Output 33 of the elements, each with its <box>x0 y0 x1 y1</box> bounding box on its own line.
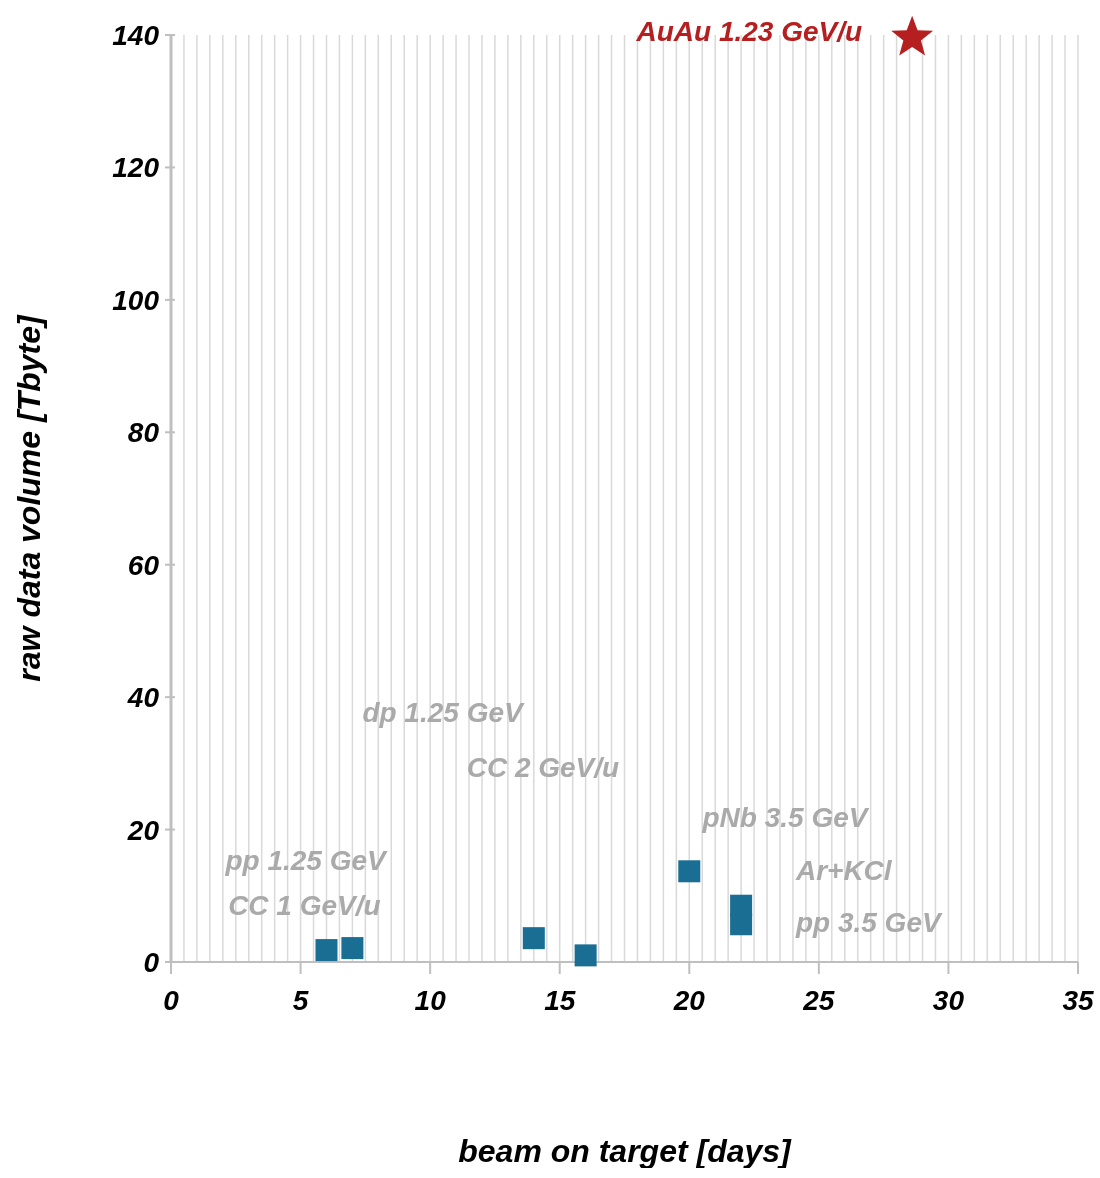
annotation: Ar+KCl <box>794 855 893 887</box>
y-tick-label: 120 <box>112 152 160 184</box>
annotation: CC 2 GeV/u <box>466 752 620 784</box>
point <box>678 860 701 883</box>
point <box>891 15 934 56</box>
x-axis-title: beam on target [days] <box>458 1133 793 1169</box>
x-tick-label: 35 <box>1062 985 1094 1016</box>
y-tick-label: 100 <box>112 284 160 316</box>
y-tick-label: 40 <box>126 682 160 714</box>
y-axis-title: raw data volume [Tbyte] <box>11 314 48 682</box>
annotation: pp 3.5 GeV <box>794 907 943 939</box>
point <box>730 913 753 936</box>
annotation: pp 1.25 GeV <box>224 845 389 877</box>
series-label: AuAu 1.23 GeV/u <box>635 15 863 47</box>
x-tick-label: 25 <box>802 985 835 1016</box>
point <box>315 939 338 962</box>
y-tick-label: 60 <box>127 549 160 581</box>
y-tick-label: 140 <box>112 20 160 51</box>
x-tick-label: 0 <box>163 985 180 1016</box>
annotation: pNb 3.5 GeV <box>701 802 870 834</box>
x-tick-label: 5 <box>292 985 309 1016</box>
point <box>574 944 597 967</box>
annotation: dp 1.25 GeV <box>362 696 525 728</box>
point <box>522 927 545 950</box>
x-tick-label: 10 <box>414 985 447 1016</box>
annotation: CC 1 GeV/u <box>228 890 381 922</box>
x-tick-label: 20 <box>672 985 706 1016</box>
y-tick-label: 0 <box>143 947 160 978</box>
y-tick-label: 20 <box>126 814 160 846</box>
y-tick-label: 80 <box>127 417 160 449</box>
x-tick-label: 15 <box>544 985 576 1016</box>
x-tick-label: 30 <box>932 985 965 1016</box>
point <box>341 937 364 960</box>
